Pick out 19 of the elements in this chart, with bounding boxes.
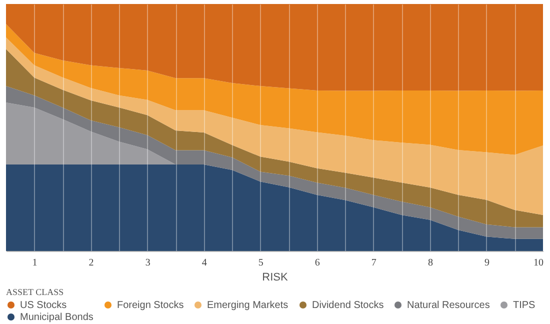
x-tick-label: 1 [32, 258, 38, 268]
legend-label: Dividend Stocks [312, 300, 384, 311]
x-tick-label: 8 [428, 258, 433, 268]
legend-label: Foreign Stocks [117, 300, 184, 311]
legend-label: Natural Resources [407, 300, 490, 311]
x-tick-label: 4 [202, 258, 207, 268]
x-tick-label: 2 [88, 258, 94, 268]
x-tick-label: 7 [371, 258, 376, 268]
legend-label: Municipal Bonds [20, 312, 94, 323]
x-tick-label: 6 [314, 258, 320, 268]
x-tick-label: 5 [258, 258, 264, 268]
legend-label: US Stocks [20, 300, 67, 311]
x-tick-label: 10 [534, 258, 544, 268]
legend-title: ASSET CLASS [6, 287, 64, 297]
legend-label: Emerging Markets [207, 300, 288, 311]
x-axis-title: RISK [262, 272, 288, 284]
x-tick-label: 9 [484, 258, 490, 268]
x-tick-label: 3 [145, 258, 150, 268]
legend-label: TIPS [513, 300, 536, 311]
